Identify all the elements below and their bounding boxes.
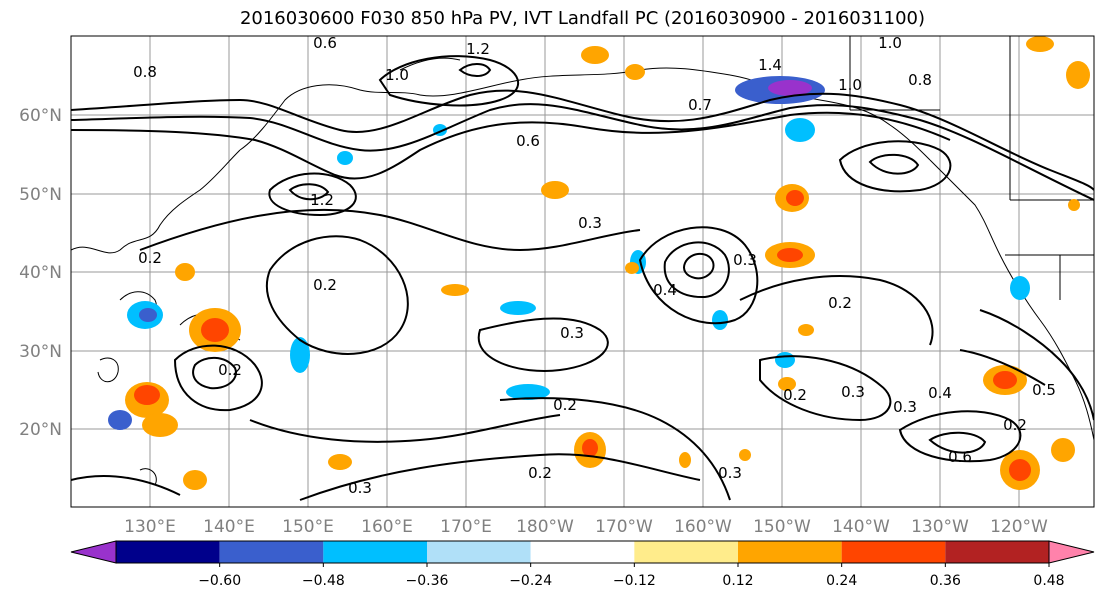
colorbar-tick-label: −0.24 [509, 573, 552, 589]
contour-label: 1.0 [385, 66, 409, 84]
lat-tick-label: 60°N [19, 106, 62, 126]
contour-labels: 0.6 1.2 1.0 0.8 1.4 1.0 0.8 0.7 0.6 1.0 1.2 0.2 0.2 0… [133, 34, 1056, 497]
colorbar-min-arrow [70, 540, 117, 564]
lon-tick-label: 140°W [832, 517, 890, 537]
colorbar-outline [115, 540, 1050, 564]
contour-label: 0.6 [516, 132, 540, 150]
colorbar-max-arrow [1048, 540, 1095, 564]
colorbar-segment [323, 541, 427, 563]
lon-tick-label: 180°W [516, 517, 574, 537]
lon-tick-label: 120°W [990, 517, 1048, 537]
contour-label: 0.7 [688, 96, 712, 114]
lon-tick-label: 160°E [361, 517, 413, 537]
contour-label: 0.2 [528, 464, 552, 482]
colorbar-segment [841, 541, 946, 563]
contour-label: 1.4 [758, 56, 782, 74]
contour-label: 0.2 [553, 396, 577, 414]
contour-label: 0.3 [578, 214, 602, 232]
colorbar-tick-label: 0.24 [826, 573, 857, 589]
pv-shading [108, 36, 1090, 490]
contour-label: 0.8 [133, 63, 157, 81]
colorbar-segment [738, 541, 842, 563]
longitude-labels: 130°E 140°E 150°E 160°E 170°E 180°W 170°W 160°W… [124, 517, 1048, 537]
lat-tick-label: 30°N [19, 342, 62, 362]
colorbar-tick-label: −0.48 [302, 573, 345, 589]
lon-tick-label: 150°W [753, 517, 811, 537]
lon-tick-label: 170°W [595, 517, 653, 537]
contour-label: 1.0 [878, 34, 902, 52]
colorbar-tick-label: −0.36 [406, 573, 449, 589]
contour-label: 0.4 [653, 281, 677, 299]
lon-tick-label: 150°E [282, 517, 334, 537]
contour-label: 0.3 [841, 383, 865, 401]
lon-tick-label: 130°W [911, 517, 969, 537]
contour-label: 0.3 [348, 479, 372, 497]
contour-label: 0.8 [908, 71, 932, 89]
contour-label: 1.2 [466, 40, 490, 58]
map-title: 2016030600 F030 850 hPa PV, IVT Landfall… [239, 8, 926, 29]
colorbar-segment [219, 541, 324, 563]
lat-tick-label: 50°N [19, 185, 62, 205]
contour-label: 0.2 [783, 386, 807, 404]
lat-tick-label: 20°N [19, 420, 62, 440]
ivt-contours [71, 55, 1094, 501]
map-frame [70, 35, 1095, 508]
colorbar-tick-labels: −0.60 −0.48 −0.36 −0.24 −0.12 0.12 0.24 0.36 0.4… [198, 573, 1064, 589]
colorbar-segment [634, 541, 738, 563]
colorbar-tick-label: 0.48 [1033, 573, 1064, 589]
contour-label: 0.2 [138, 249, 162, 267]
colorbar-segment [427, 541, 531, 563]
latitude-labels: 20°N 30°N 40°N 50°N 60°N [19, 106, 62, 440]
colorbar-tick-label: −0.12 [613, 573, 656, 589]
contour-label: 0.3 [893, 398, 917, 416]
contour-label: 1.2 [310, 191, 334, 209]
colorbar [70, 540, 1095, 567]
contour-label: 0.3 [718, 464, 742, 482]
contour-label: 1.0 [838, 76, 862, 94]
contour-label: 0.3 [560, 324, 584, 342]
colorbar-segment [945, 541, 1049, 563]
colorbar-tick-label: 0.12 [722, 573, 753, 589]
contour-label: 0.2 [828, 294, 852, 312]
colorbar-tick-label: −0.60 [198, 573, 241, 589]
contour-label: 0.4 [928, 384, 952, 402]
colorbar-tick-label: 0.36 [930, 573, 961, 589]
lat-tick-label: 40°N [19, 263, 62, 283]
lon-tick-label: 170°E [440, 517, 492, 537]
lon-tick-label: 140°E [203, 517, 255, 537]
lon-tick-label: 130°E [124, 517, 176, 537]
colorbar-segment [116, 541, 220, 563]
contour-label: 0.6 [313, 34, 337, 52]
contour-label: 0.2 [313, 276, 337, 294]
contour-label: 0.2 [218, 361, 242, 379]
contour-label: 0.6 [948, 448, 972, 466]
contour-label: 0.3 [733, 251, 757, 269]
colorbar-segment [530, 541, 635, 563]
lon-tick-label: 160°W [674, 517, 732, 537]
contour-label: 0.5 [1032, 381, 1056, 399]
contour-label: 0.2 [1003, 416, 1027, 434]
